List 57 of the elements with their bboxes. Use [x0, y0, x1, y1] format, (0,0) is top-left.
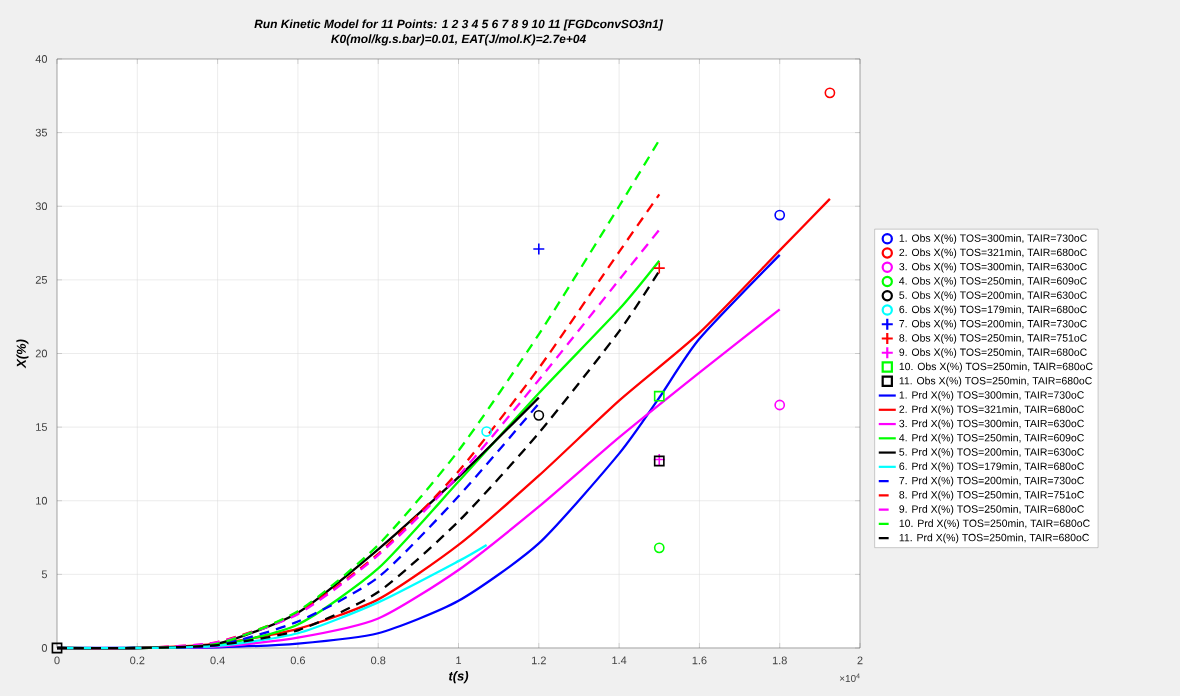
legend-label: 10. Obs X(%) TOS=250min, TAIR=680oC	[899, 362, 1093, 373]
y-tick-label: 35	[35, 128, 48, 137]
y-tick-label: 25	[35, 275, 48, 284]
legend-label: 9. Obs X(%) TOS=250min, TAIR=680oC	[899, 348, 1087, 358]
legend-label: 1. Prd X(%) TOS=300min, TAIR=730oC	[899, 391, 1084, 401]
x-tick-label: 1.6	[692, 656, 707, 665]
point	[533, 409, 545, 421]
legend-label: 7. Prd X(%) TOS=200min, TAIR=730oC	[899, 476, 1084, 487]
y-tick-label: 5	[41, 570, 48, 579]
legend-label: 6. Obs X(%) TOS=179min, TAIR=680oC	[899, 305, 1087, 316]
point	[774, 209, 786, 221]
legend-label: 8. Obs X(%) TOS=250min, TAIR=751oC	[899, 333, 1087, 344]
legend-label: 5. Prd X(%) TOS=200min, TAIR=630oC	[899, 448, 1084, 458]
point	[51, 642, 63, 654]
y-tick-label: 40	[35, 55, 48, 63]
point	[652, 261, 666, 275]
x-tick-label: 0.2	[130, 656, 145, 665]
legend-label: 2. Prd X(%) TOS=321min, TAIR=680oC	[899, 405, 1084, 416]
x-tick-label: 0.8	[371, 656, 386, 665]
point	[481, 426, 493, 437]
point	[774, 399, 786, 411]
legend-label: 4. Prd X(%) TOS=250min, TAIR=609oC	[899, 433, 1084, 444]
point	[653, 542, 665, 554]
y-tick-label: 30	[35, 202, 48, 211]
x-tick-label: 1.4	[612, 656, 627, 665]
point	[824, 87, 836, 99]
legend-label: 5. Obs X(%) TOS=200min, TAIR=630oC	[899, 291, 1087, 301]
y-tick-label: 15	[36, 423, 48, 431]
legend-label: 11. Obs X(%) TOS=250min, TAIR=680oC	[899, 376, 1092, 387]
legend-label: 4. Obs X(%) TOS=250min, TAIR=609oC	[899, 276, 1087, 287]
y-tick-label: 0	[41, 644, 48, 652]
legend-label: 3. Obs X(%) TOS=300min, TAIR=630oC	[899, 262, 1087, 273]
y-tick-label: 20	[35, 349, 48, 358]
legend-label: 10. Prd X(%) TOS=250min, TAIR=680oC	[899, 519, 1090, 530]
x-axis-title: t(s)	[448, 671, 469, 684]
y-axis-title: X(%)	[16, 339, 29, 369]
text: ×10$^{4}$	[839, 673, 860, 683]
legend-label: 6. Prd X(%) TOS=179min, TAIR=680oC	[899, 462, 1084, 473]
chart-title: Run Kinetic Model for 11 Points: 1 2 3 4 5 6 7 8 9 10 11 [FGDconvSO3n1]	[254, 19, 664, 31]
x-tick-label: 0.6	[290, 656, 306, 665]
x-tick-label: 1	[456, 656, 462, 665]
x-tick-label: 1.8	[772, 656, 787, 665]
x-tick-label: 2	[857, 656, 863, 665]
legend-label: 2. Obs X(%) TOS=321min, TAIR=680oC	[899, 248, 1087, 259]
legend-label: 11. Prd X(%) TOS=250min, TAIR=680oC	[899, 533, 1089, 544]
point	[653, 390, 665, 402]
y-tick-label: 10	[36, 496, 48, 505]
x-tick-label: 1.2	[532, 656, 546, 665]
chart-subtitle: K0(mol/kg.s.bar)=0.01, EAT(J/mol.K)=2.7e+04	[331, 34, 586, 46]
legend-label: 7. Obs X(%) TOS=200min, TAIR=730oC	[899, 319, 1087, 330]
legend-label: 9. Prd X(%) TOS=250min, TAIR=680oC	[899, 505, 1084, 515]
legend-label: 3. Prd X(%) TOS=300min, TAIR=630oC	[899, 419, 1084, 430]
legend-label: 1. Obs X(%) TOS=300min, TAIR=730oC	[899, 234, 1087, 244]
legend-label: 8. Prd X(%) TOS=250min, TAIR=751oC	[899, 490, 1084, 501]
point	[532, 242, 546, 256]
x-tick-label: 0.4	[210, 656, 225, 665]
x-tick-label: 0	[54, 656, 60, 665]
